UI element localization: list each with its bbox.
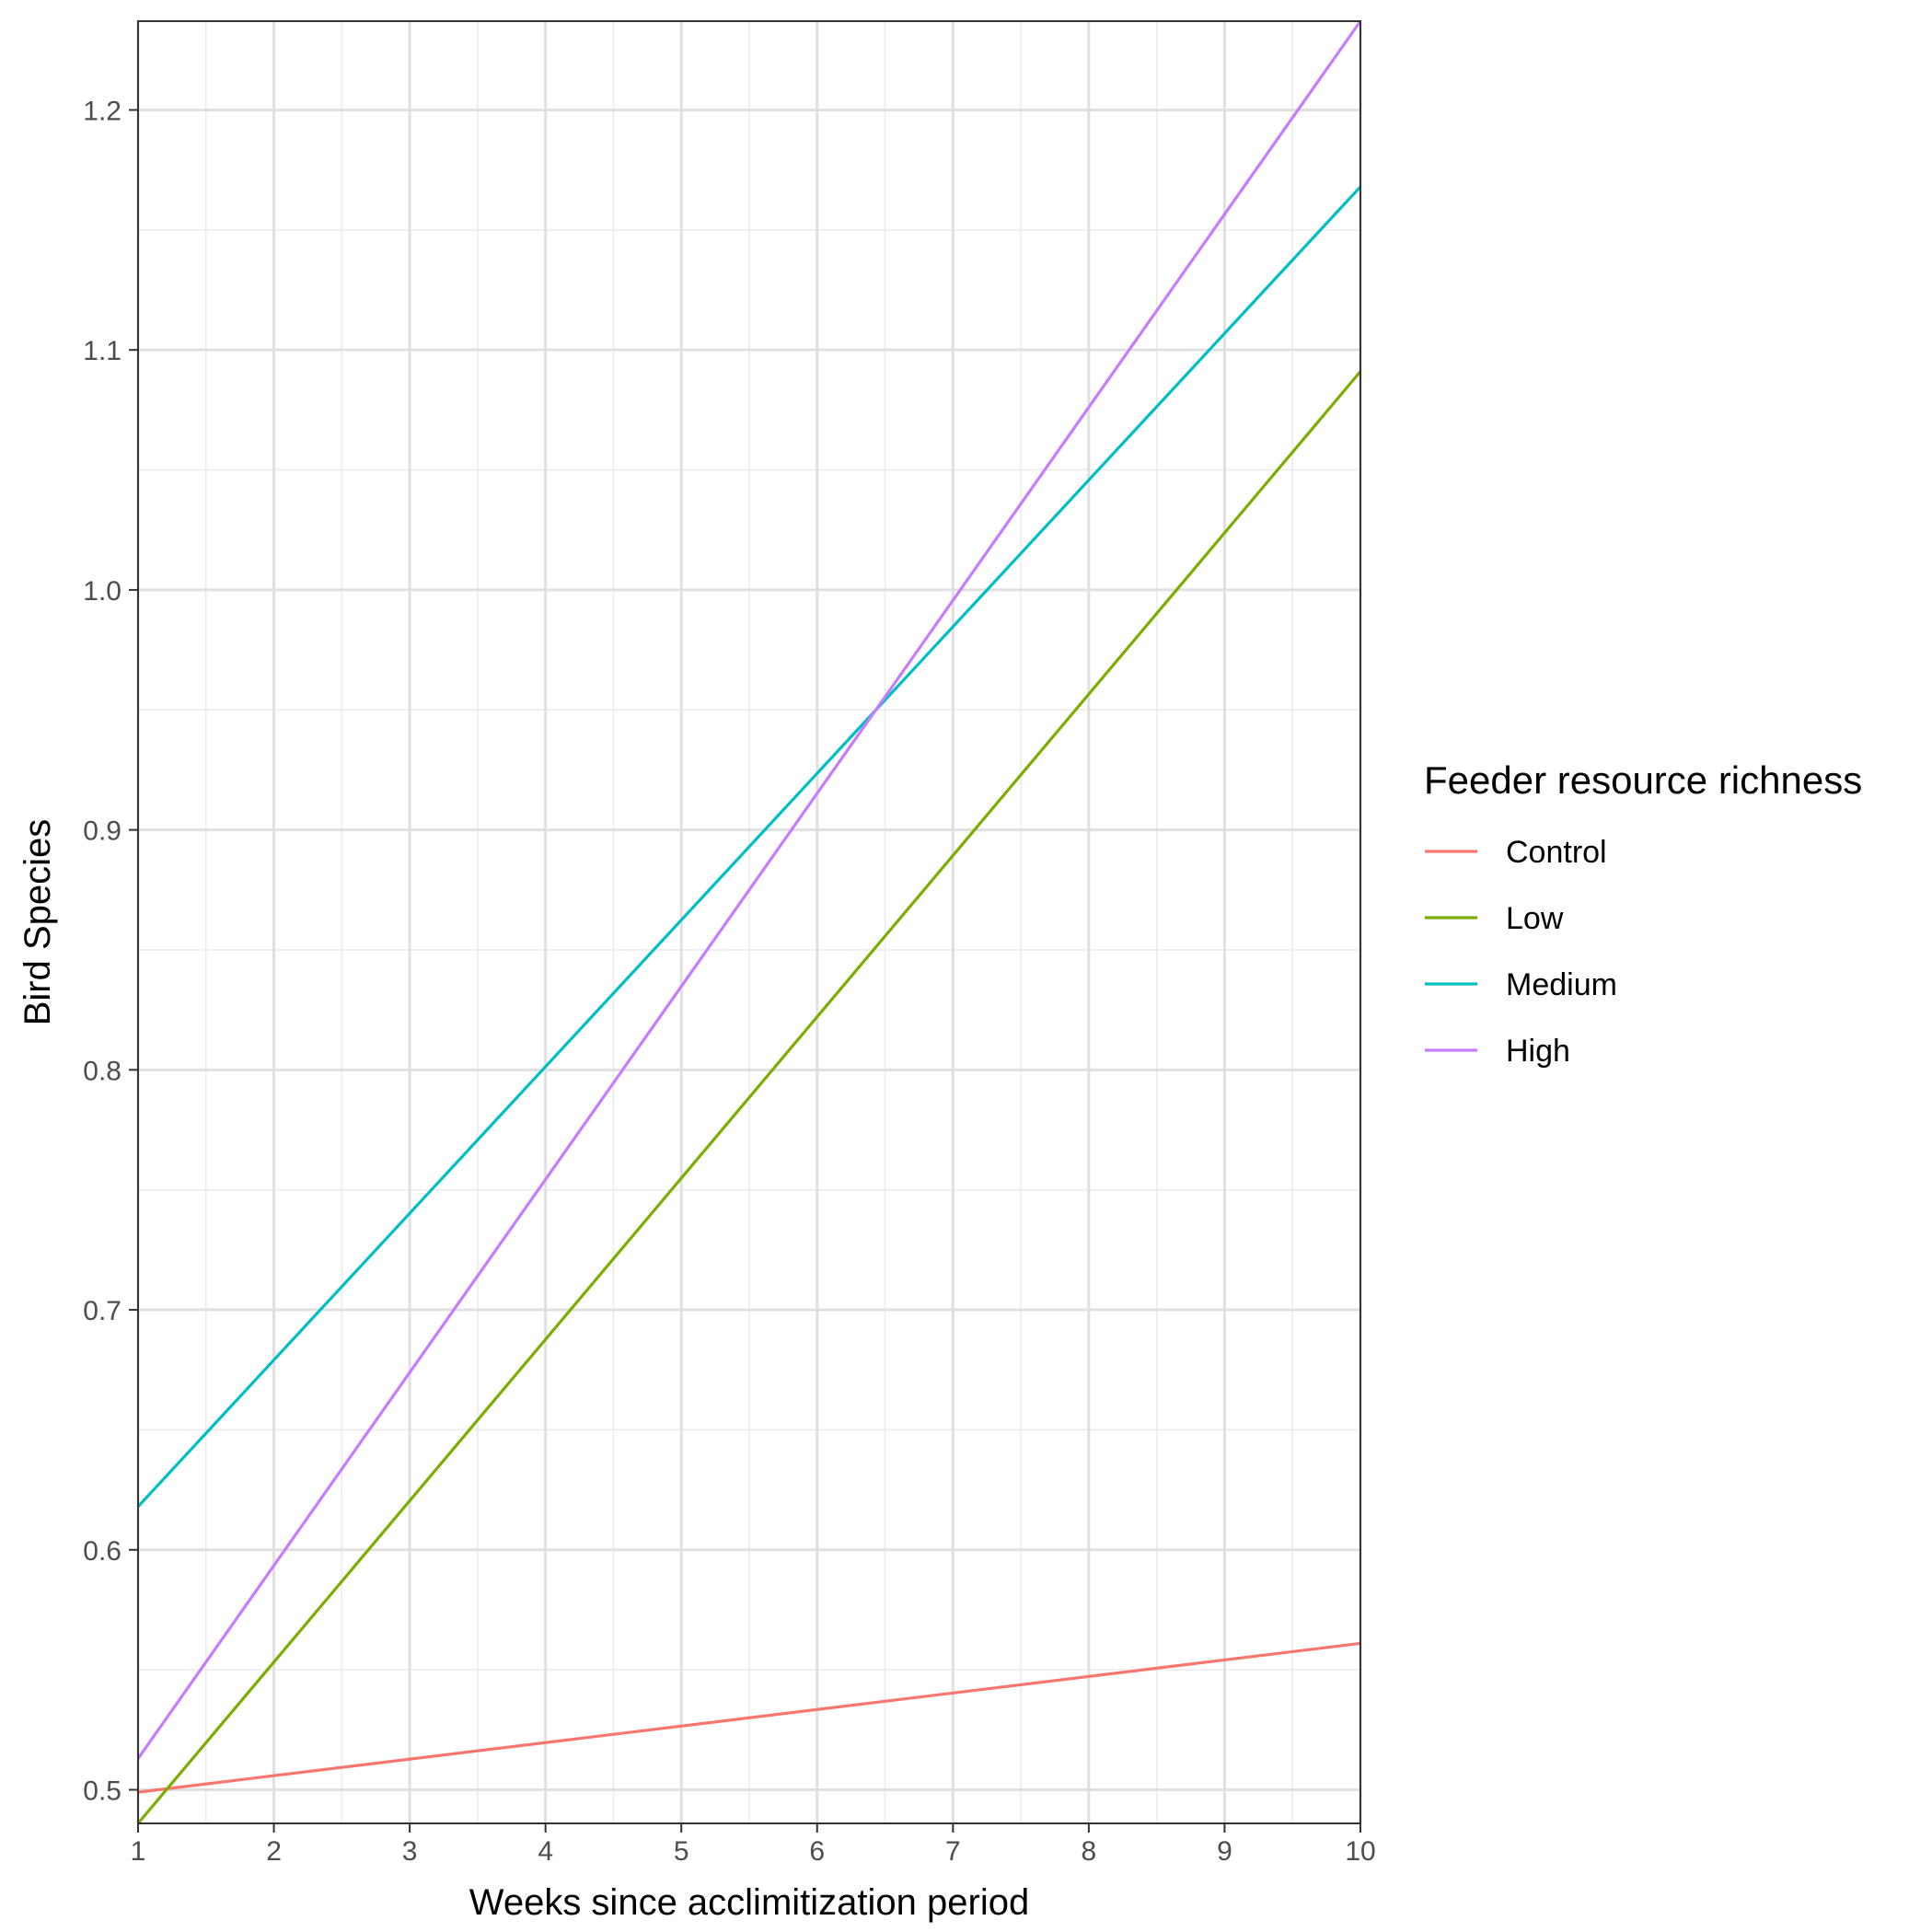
legend-label-control: Control: [1506, 835, 1607, 870]
y-tick-label: 0.9: [83, 816, 121, 847]
y-tick-label: 0.6: [83, 1536, 121, 1567]
series-line-low: [136, 370, 1362, 1825]
y-axis: 0.5 0.6 0.7 0.8 0.9 1.0 1.1 1.2: [83, 96, 138, 1806]
series-lines: [136, 20, 1362, 1825]
legend-title: Feeder resource richness: [1424, 758, 1862, 802]
series-line-medium: [136, 185, 1362, 1508]
y-tick-label: 1.0: [83, 576, 121, 607]
x-tick-label: 4: [538, 1836, 553, 1867]
y-tick-label: 1.1: [83, 336, 121, 366]
y-tick-label: 0.7: [83, 1296, 121, 1326]
series-line-high: [136, 20, 1362, 1760]
x-tick-label: 2: [266, 1836, 282, 1867]
y-tick-label: 0.5: [83, 1776, 121, 1806]
y-axis-title: Bird Species: [17, 819, 58, 1026]
x-tick-label: 8: [1082, 1836, 1097, 1867]
x-tick-label: 10: [1345, 1836, 1375, 1867]
y-tick-label: 1.2: [83, 96, 121, 126]
legend: Feeder resource richness Control Low Mediu…: [1424, 758, 1862, 1069]
series-line-control: [137, 1641, 1361, 1794]
legend-label-low: Low: [1506, 901, 1564, 936]
x-tick-label: 5: [674, 1836, 689, 1867]
plot-border: [137, 20, 1361, 1824]
x-axis-title: Weeks since acclimitization period: [469, 1882, 1029, 1923]
y-tick-label: 0.8: [83, 1056, 121, 1086]
minor-grid: [138, 21, 1360, 1823]
x-tick-label: 6: [809, 1836, 825, 1867]
legend-label-medium: Medium: [1506, 967, 1617, 1002]
x-tick-label: 1: [131, 1836, 146, 1867]
legend-label-high: High: [1506, 1034, 1570, 1069]
legend-items: Control Low Medium High: [1425, 835, 1617, 1069]
x-tick-label: 3: [402, 1836, 418, 1867]
x-tick-label: 9: [1217, 1836, 1232, 1867]
x-axis: 1 2 3 4 5 6 7 8 9 10: [131, 1823, 1376, 1867]
x-tick-label: 7: [945, 1836, 961, 1867]
